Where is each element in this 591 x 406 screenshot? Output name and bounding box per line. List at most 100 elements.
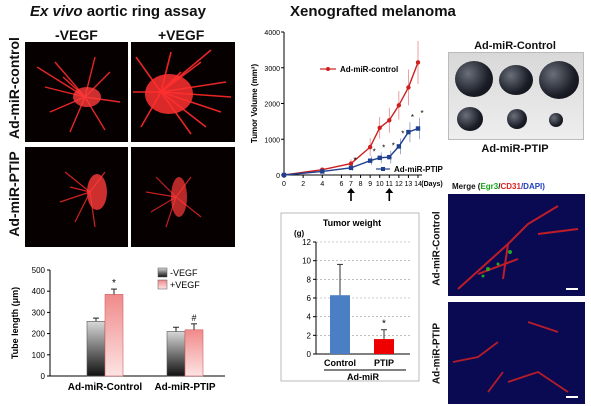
bar bbox=[86, 321, 106, 377]
category-label: Control bbox=[324, 358, 356, 368]
col-label-plus-vegf: +VEGF bbox=[158, 27, 205, 43]
legend-label: -VEGF bbox=[170, 268, 198, 278]
data-point bbox=[406, 129, 411, 135]
legend-marker bbox=[326, 67, 330, 71]
y-tick-label: 6 bbox=[307, 294, 312, 303]
micro-sprouts bbox=[59, 171, 107, 228]
x-tick-label: 14 bbox=[414, 181, 422, 188]
annotation-star: * bbox=[420, 109, 423, 118]
data-point bbox=[367, 158, 373, 163]
dosing-arrow-head bbox=[385, 188, 394, 193]
y-axis-label: (g) bbox=[294, 229, 305, 238]
fluor-ptip bbox=[448, 302, 585, 404]
y-tick-label: 200 bbox=[32, 330, 46, 339]
photo-label-top: Ad-miR-Control bbox=[474, 40, 556, 52]
tumor-ptip-3 bbox=[549, 113, 563, 127]
merge-label: Merge (Egr3/CD31/DAPI) bbox=[452, 182, 545, 191]
chart-title: Tumor weight bbox=[323, 218, 381, 228]
fluor-control-vessels bbox=[457, 205, 579, 290]
y-tick-label: 400 bbox=[32, 287, 46, 296]
annotation-star: * bbox=[411, 113, 414, 122]
chart-frame bbox=[280, 212, 420, 382]
y-tick-label: 4 bbox=[307, 313, 312, 322]
bar bbox=[184, 329, 204, 377]
y-axis-label: Tube length (μm) bbox=[10, 287, 20, 359]
dosing-arrow-head bbox=[347, 188, 355, 193]
bar bbox=[374, 339, 394, 354]
tumor-control-3 bbox=[539, 61, 579, 99]
data-point bbox=[377, 155, 382, 161]
row-label-ad-mir-control: Ad-miR-control bbox=[6, 37, 22, 139]
tube-length-chart: 0 100 200 300 400 500 Tube length (μm) Ad-miR-C… bbox=[10, 266, 225, 393]
xenograft-title: Xenografted melanoma bbox=[290, 3, 456, 20]
tumor-control-1 bbox=[455, 61, 493, 97]
col-label-minus-vegf: -VEGF bbox=[55, 27, 98, 43]
aortic-ring-title: Ex vivo aortic ring assay bbox=[30, 3, 206, 20]
legend-swatch bbox=[157, 267, 168, 278]
merge-label-cd31: CD31 bbox=[500, 182, 521, 191]
legend-label: +VEGF bbox=[170, 280, 200, 290]
data-point bbox=[396, 144, 402, 149]
x-tick-label: 2 bbox=[301, 181, 305, 188]
y-tick-label: 10 bbox=[302, 257, 311, 266]
y-tick-label: 4000 bbox=[264, 30, 280, 37]
y-tick-label: 2000 bbox=[264, 102, 280, 109]
tumor-photo bbox=[448, 52, 584, 140]
merge-label-egr3: Egr3 bbox=[480, 182, 499, 191]
data-point bbox=[387, 118, 392, 123]
category-label: PTIP bbox=[374, 358, 394, 368]
bar bbox=[104, 294, 124, 377]
fluor-ptip-vessels bbox=[452, 321, 578, 398]
data-point bbox=[377, 125, 382, 131]
tumor-ptip-1 bbox=[457, 107, 483, 131]
y-tick-label: 3000 bbox=[264, 66, 280, 73]
y-tick-label: 8 bbox=[307, 275, 312, 284]
annotation-hash: # bbox=[191, 313, 196, 323]
aortic-ring-title-rest: aortic ring assay bbox=[82, 3, 206, 20]
y-axis-label: Tumor Volume (mm³) bbox=[250, 64, 259, 144]
category-label: Ad-miR-PTIP bbox=[154, 382, 215, 393]
series-label: Ad-miR-PTIP bbox=[394, 165, 444, 174]
fluor-control bbox=[448, 194, 585, 296]
annotation-star: * bbox=[382, 143, 385, 152]
annotation-star: * bbox=[401, 130, 404, 139]
annotation-star: * bbox=[373, 147, 376, 156]
annotation-star: * bbox=[112, 278, 116, 289]
y-tick-label: 0 bbox=[276, 173, 280, 180]
row-label-ad-mir-ptip: Ad-miR-PTIP bbox=[6, 151, 22, 237]
x-tick-label: 9 bbox=[368, 181, 372, 188]
y-tick-label: 0 bbox=[307, 350, 312, 359]
micro-ptip-minus-vegf bbox=[25, 147, 128, 247]
annotation-star: * bbox=[382, 319, 386, 330]
bar bbox=[330, 295, 350, 354]
x-tick-label: 7 bbox=[349, 181, 353, 188]
y-tick-label: 0 bbox=[41, 372, 46, 381]
y-tick-label: 2 bbox=[307, 331, 312, 340]
tumor-control-2 bbox=[499, 65, 533, 95]
x-tick-label: 8 bbox=[359, 181, 363, 188]
data-point bbox=[281, 172, 287, 178]
data-point bbox=[415, 126, 421, 131]
x-tick-label: 11 bbox=[386, 181, 393, 188]
x-tick-label: 4 bbox=[320, 181, 324, 188]
series-line bbox=[283, 62, 419, 176]
category-label: Ad-miR-Control bbox=[68, 382, 143, 393]
annotation-star: * bbox=[392, 142, 395, 151]
merge-label-prefix: Merge ( bbox=[452, 182, 481, 191]
bar bbox=[166, 331, 186, 377]
x-tick-label: 13 bbox=[405, 181, 413, 188]
fluor-row-label-control: Ad-miR-Control bbox=[431, 211, 443, 286]
data-point bbox=[387, 154, 392, 160]
x-tick-label: 12 bbox=[395, 181, 403, 188]
data-point bbox=[415, 60, 421, 65]
data-point bbox=[396, 103, 402, 108]
micro-control-plus-vegf bbox=[131, 42, 235, 142]
merge-label-suffix: /DAPI) bbox=[520, 182, 545, 191]
data-point bbox=[348, 165, 354, 171]
annotation-star: * bbox=[353, 156, 356, 165]
x-axis-label: (Days) bbox=[421, 181, 442, 188]
x-tick-label: 0 bbox=[282, 181, 286, 188]
series-label: Ad-miR-control bbox=[340, 65, 398, 74]
micro-control-minus-vegf bbox=[25, 42, 128, 142]
x-tick-label: 6 bbox=[339, 181, 343, 188]
